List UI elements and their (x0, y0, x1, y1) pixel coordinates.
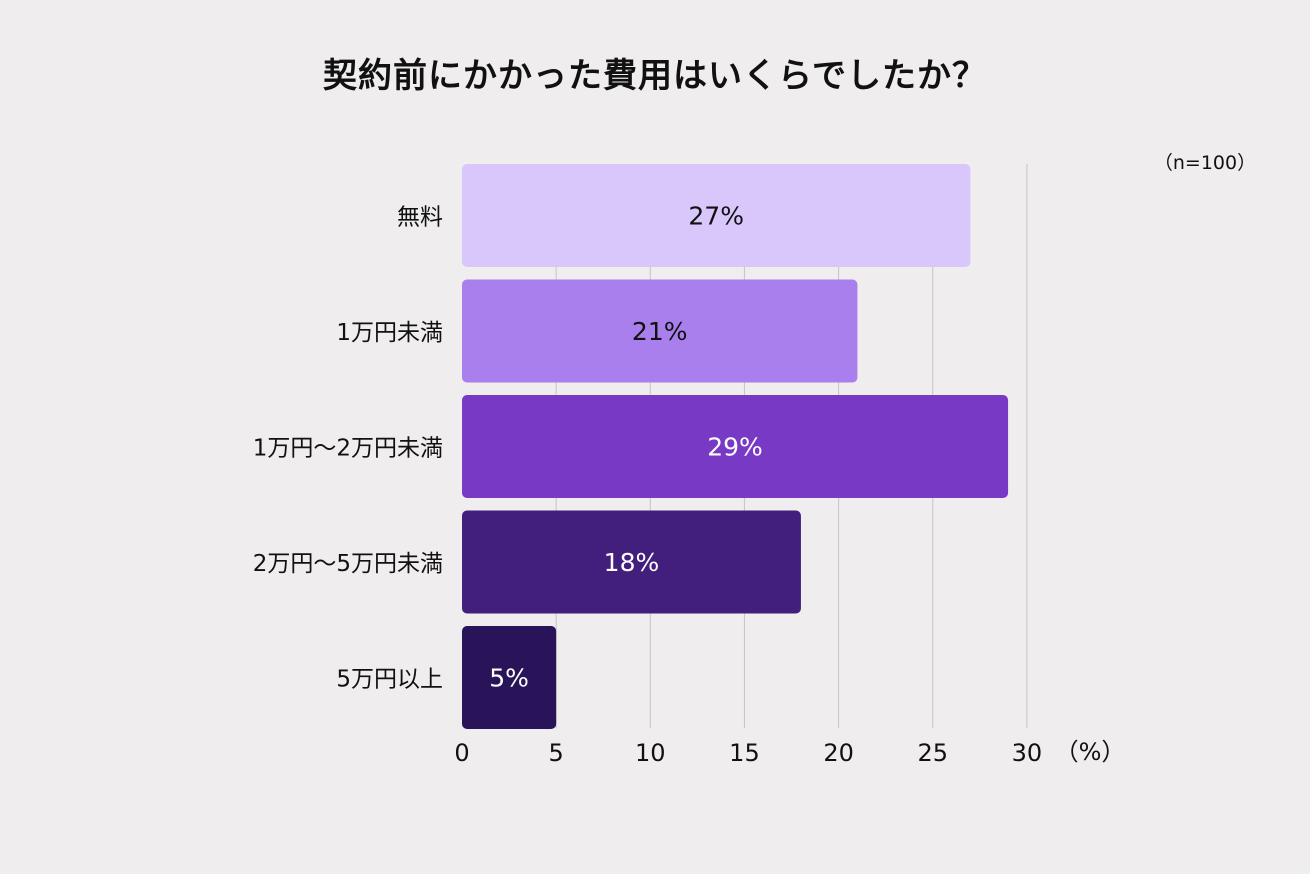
x-tick-label: 20 (823, 739, 854, 767)
bar-value-label: 5% (489, 664, 529, 693)
bar-value-label: 18% (604, 548, 660, 577)
x-tick-label: 10 (635, 739, 666, 767)
bar-value-label: 21% (632, 317, 688, 346)
x-tick-label: 0 (454, 739, 469, 767)
x-axis-unit-label: （%） (1055, 738, 1126, 766)
x-tick-label: 30 (1012, 739, 1043, 767)
category-label: 1万円〜2万円未満 (253, 436, 443, 462)
x-tick-label: 15 (729, 739, 760, 767)
bar-value-label: 27% (688, 202, 744, 231)
category-label: 無料 (397, 205, 443, 231)
bar (462, 510, 801, 614)
bar (462, 395, 1009, 498)
bar-value-label: 29% (707, 433, 763, 462)
bar (462, 164, 971, 267)
bar (462, 279, 858, 383)
category-label: 5万円以上 (336, 667, 443, 693)
bar (462, 626, 557, 729)
category-label: 2万円〜5万円未満 (253, 551, 443, 577)
x-tick-label: 5 (549, 739, 564, 767)
chart-title: 契約前にかかった費用はいくらでしたか？ (323, 56, 987, 96)
x-tick-label: 25 (917, 739, 948, 767)
sample-size-note: （n=100） (1153, 152, 1257, 174)
category-label: 1万円未満 (336, 320, 443, 346)
